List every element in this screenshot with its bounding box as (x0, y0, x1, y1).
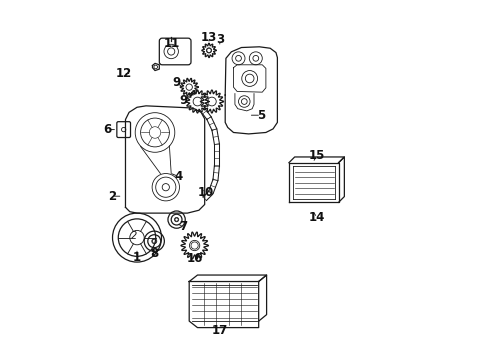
Text: 2: 2 (131, 231, 137, 241)
Text: 7: 7 (180, 220, 188, 233)
Text: 3: 3 (216, 33, 224, 46)
Text: 10: 10 (197, 186, 214, 199)
Text: 2: 2 (108, 190, 116, 203)
Text: 16: 16 (186, 252, 203, 265)
Text: 14: 14 (309, 211, 325, 224)
Text: 11: 11 (164, 37, 180, 50)
Text: 8: 8 (150, 247, 158, 260)
Text: 9: 9 (172, 76, 181, 89)
Text: 6: 6 (103, 123, 112, 136)
Text: 9: 9 (180, 94, 188, 107)
Text: 15: 15 (309, 149, 325, 162)
Text: 4: 4 (174, 170, 182, 183)
Text: 17: 17 (212, 324, 228, 337)
Text: 13: 13 (201, 31, 217, 44)
Text: 1: 1 (133, 251, 141, 264)
Text: 12: 12 (115, 67, 131, 80)
Text: 5: 5 (257, 109, 265, 122)
